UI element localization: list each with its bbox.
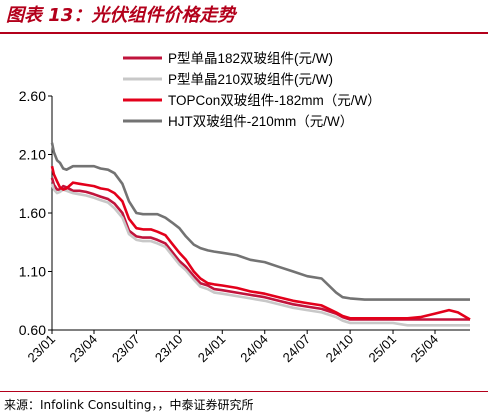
y-tick-label: 1.10 — [19, 264, 46, 280]
legend-label-4: HJT双玻组件-210mm（元/W） — [168, 114, 353, 129]
source-note: 来源：Infolink Consulting，，中泰证券研究所 — [4, 398, 254, 412]
title-rule — [0, 32, 488, 34]
series-line-1 — [50, 177, 470, 321]
legend-label-3: TOPCon双玻组件-182mm（元/W） — [168, 93, 381, 108]
x-tick-label: 23/10 — [152, 332, 186, 366]
y-tick-label: 2.10 — [19, 147, 46, 163]
series-line-3 — [50, 165, 471, 321]
x-tick-label: 23/07 — [109, 332, 143, 366]
y-tick-label: 1.60 — [19, 205, 46, 221]
legend-label-1: P型单晶182双玻组件(元/W) — [168, 51, 333, 66]
x-tick-label: 23/04 — [66, 332, 100, 366]
x-tick-label: 24/10 — [323, 332, 357, 366]
x-axis: 23/01 23/04 23/07 23/10 24/01 24/04 24/07 24/10… — [25, 329, 470, 366]
legend-label-2: P型单晶210双玻组件(元/W) — [168, 72, 333, 87]
y-tick-label: 0.60 — [19, 322, 46, 338]
line-chart: P型单晶182双玻组件(元/W) P型单晶210双玻组件(元/W) TOPCon双玻… — [19, 51, 471, 366]
series-line-2 — [50, 183, 470, 327]
x-tick-label: 25/04 — [408, 332, 442, 366]
series-lines — [50, 142, 471, 327]
series-line-4 — [50, 142, 470, 301]
x-tick-label: 24/01 — [195, 332, 229, 366]
x-tick-label: 24/07 — [280, 332, 314, 366]
chart-legend: P型单晶182双玻组件(元/W) P型单晶210双玻组件(元/W) TOPCon双玻… — [123, 51, 381, 129]
x-tick-label: 24/04 — [237, 332, 271, 366]
source-rule — [0, 391, 488, 392]
y-tick-label: 2.60 — [19, 88, 46, 104]
y-axis: 2.60 2.10 1.60 1.10 0.60 — [19, 88, 53, 338]
figure-title: 图表 13：光伏组件价格走势 — [6, 5, 236, 26]
x-tick-label: 25/01 — [366, 332, 400, 366]
